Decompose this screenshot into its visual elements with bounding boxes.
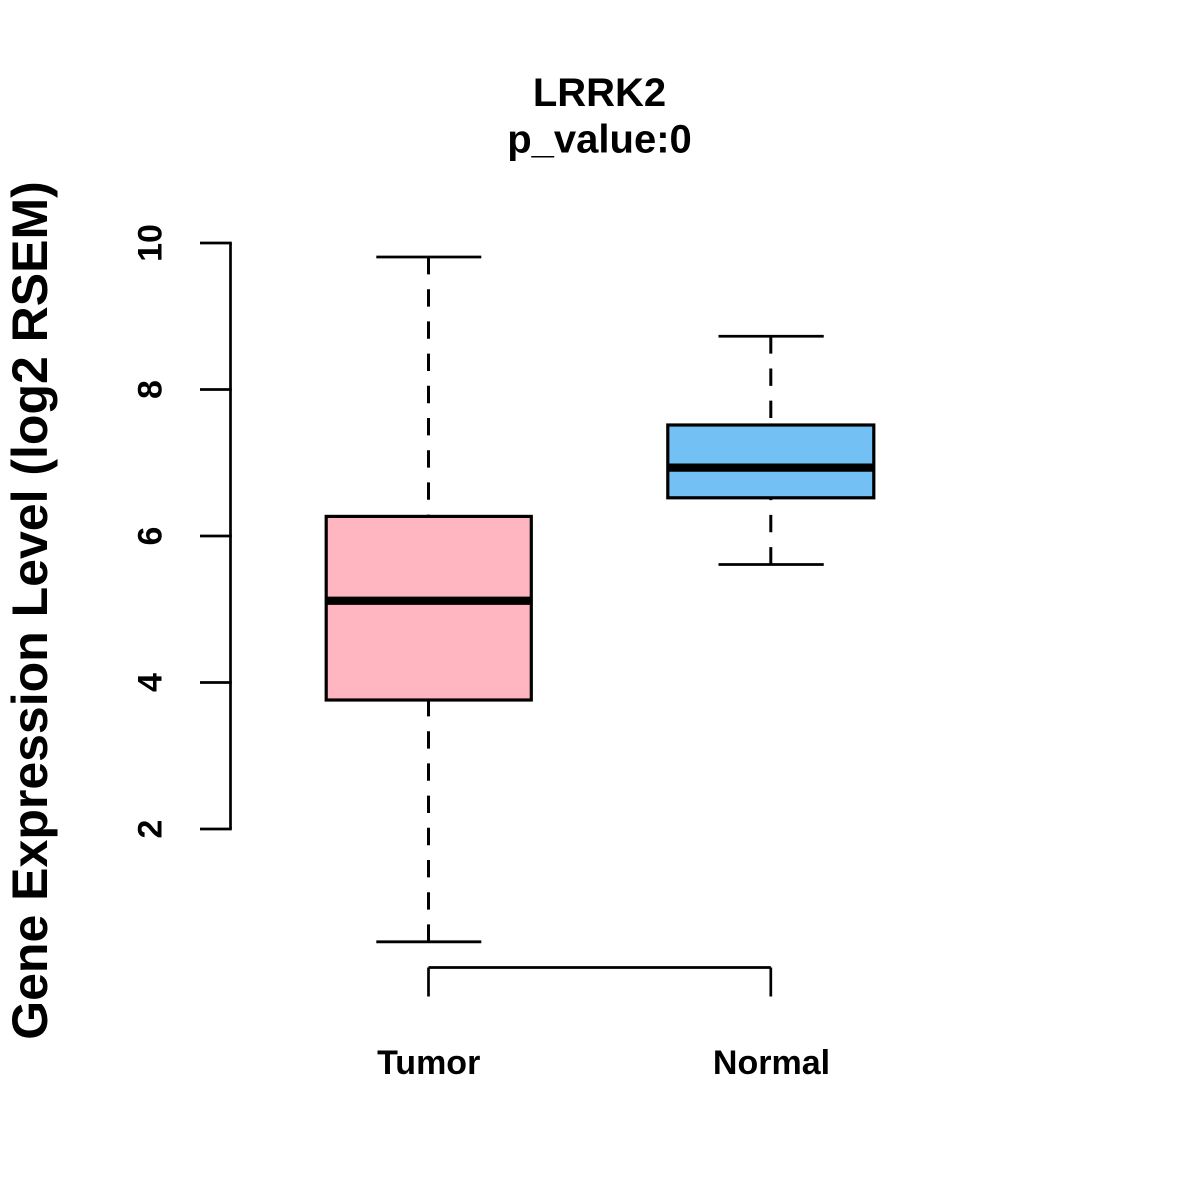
svg-text:LRRK2: LRRK2 xyxy=(533,71,666,115)
svg-text:Tumor: Tumor xyxy=(377,1044,480,1082)
svg-text:p_value:0: p_value:0 xyxy=(507,118,692,162)
svg-text:Gene Expression Level (log2 RS: Gene Expression Level (log2 RSEM) xyxy=(2,181,58,1040)
svg-text:2: 2 xyxy=(132,820,170,839)
svg-text:8: 8 xyxy=(132,380,170,399)
svg-text:10: 10 xyxy=(132,224,170,262)
svg-text:6: 6 xyxy=(132,527,170,546)
svg-text:4: 4 xyxy=(132,673,170,692)
svg-text:Normal: Normal xyxy=(713,1044,830,1082)
